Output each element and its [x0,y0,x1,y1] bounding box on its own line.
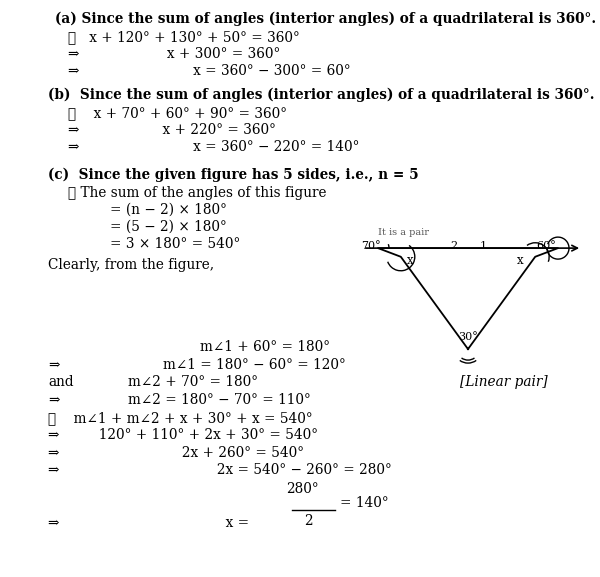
Text: x: x [407,254,413,267]
Text: It is a pair: It is a pair [378,228,429,237]
Text: 2: 2 [450,241,457,251]
Text: m∠1 = 180° − 60° = 120°: m∠1 = 180° − 60° = 120° [163,358,346,372]
Text: x: x [517,254,523,267]
Text: 280°: 280° [286,482,319,496]
Text: ∴   x + 120° + 130° + 50° = 360°: ∴ x + 120° + 130° + 50° = 360° [68,30,300,44]
Text: ⇒                    x + 300° = 360°: ⇒ x + 300° = 360° [68,47,280,61]
Text: ∴    x + 70° + 60° + 90° = 360°: ∴ x + 70° + 60° + 90° = 360° [68,106,287,120]
Text: ⇒: ⇒ [48,393,59,407]
Text: ⇒                   x + 220° = 360°: ⇒ x + 220° = 360° [68,123,276,137]
Text: [Linear pair]: [Linear pair] [460,375,548,389]
Text: (c)  Since the given figure has 5 sides, i.e., n = 5: (c) Since the given figure has 5 sides, … [48,168,419,182]
Text: 1: 1 [480,241,487,251]
Text: Clearly, from the figure,: Clearly, from the figure, [48,258,214,272]
Text: 2: 2 [304,514,313,528]
Text: = 3 × 180° = 540°: = 3 × 180° = 540° [110,237,240,251]
Text: ⇒                                    2x = 540° − 260° = 280°: ⇒ 2x = 540° − 260° = 280° [48,463,392,477]
Text: m∠1 + 60° = 180°: m∠1 + 60° = 180° [200,340,330,354]
Text: (b)  Since the sum of angles (interior angles) of a quadrilateral is 360°.: (b) Since the sum of angles (interior an… [48,88,595,102]
Text: 30°: 30° [458,332,478,342]
Text: ⇒                                      x =: ⇒ x = [48,516,249,530]
Text: ⇒: ⇒ [48,358,59,372]
Text: 70°: 70° [361,241,380,251]
Text: m∠2 + 70° = 180°: m∠2 + 70° = 180° [128,375,258,389]
Text: ⇒                          x = 360° − 220° = 140°: ⇒ x = 360° − 220° = 140° [68,140,359,154]
Text: 60°: 60° [536,241,556,251]
Text: m∠2 = 180° − 70° = 110°: m∠2 = 180° − 70° = 110° [128,393,311,407]
Text: ∴ The sum of the angles of this figure: ∴ The sum of the angles of this figure [68,186,326,200]
Text: = (n − 2) × 180°: = (n − 2) × 180° [110,203,227,217]
Text: ⇒         120° + 110° + 2x + 30° = 540°: ⇒ 120° + 110° + 2x + 30° = 540° [48,428,318,442]
Text: = 140°: = 140° [340,496,389,510]
Text: ⇒                          x = 360° − 300° = 60°: ⇒ x = 360° − 300° = 60° [68,64,350,78]
Text: = (5 − 2) × 180°: = (5 − 2) × 180° [110,220,227,234]
Text: ⇒                            2x + 260° = 540°: ⇒ 2x + 260° = 540° [48,446,304,460]
Text: (a) Since the sum of angles (interior angles) of a quadrilateral is 360°.: (a) Since the sum of angles (interior an… [55,12,596,27]
Text: and: and [48,375,74,389]
Text: ∴    m∠1 + m∠2 + x + 30° + x = 540°: ∴ m∠1 + m∠2 + x + 30° + x = 540° [48,411,313,425]
